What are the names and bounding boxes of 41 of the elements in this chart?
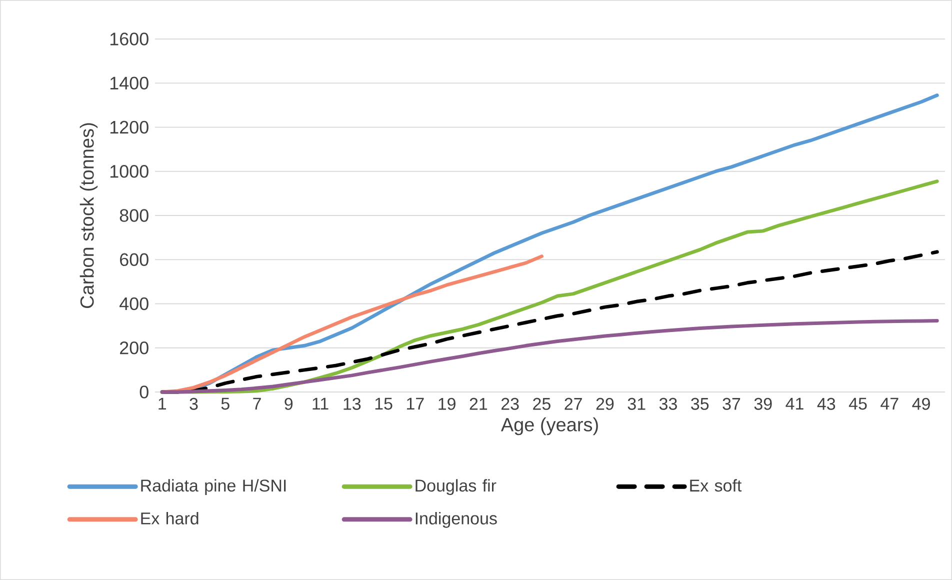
- x-tick-label: 33: [659, 398, 677, 410]
- x-tick-label: 9: [284, 398, 293, 410]
- legend-label: Ex hard: [141, 512, 198, 524]
- y-tick-label: 1200: [110, 120, 148, 134]
- x-tick-label: 21: [470, 398, 488, 410]
- x-tick-label: 31: [628, 398, 646, 410]
- legend-label: Radiata pine H/SNI: [141, 479, 286, 495]
- x-tick-label: 19: [438, 398, 456, 410]
- y-tick-label: 800: [120, 209, 148, 222]
- x-tick-label: 11: [312, 398, 328, 410]
- x-axis-title: Age (years): [500, 417, 598, 436]
- x-tick-label: 3: [190, 398, 198, 410]
- x-tick-label: 45: [848, 398, 867, 410]
- legend-label: Douglas fir: [416, 479, 496, 495]
- x-tick-label: 13: [344, 398, 361, 410]
- x-tick-label: 1: [158, 398, 166, 410]
- x-tick-label: 27: [564, 398, 582, 410]
- y-tick-label: 1000: [110, 165, 148, 178]
- x-tick-label: 43: [817, 398, 836, 410]
- x-tick-label: 25: [533, 398, 550, 410]
- x-tick-label: 41: [786, 398, 804, 410]
- legend-label: Ex soft: [690, 479, 742, 492]
- y-axis-title: Carbon stock (tonnes): [80, 123, 98, 308]
- y-tick-label: 400: [120, 297, 148, 310]
- y-tick-label: 0: [140, 386, 148, 398]
- x-tick-label: 29: [596, 398, 614, 410]
- x-tick-label: 15: [375, 398, 392, 410]
- y-tick-label: 1600: [110, 32, 148, 46]
- legend-label: Indigenous: [416, 512, 497, 528]
- x-tick-label: 47: [880, 398, 898, 410]
- y-tick-label: 200: [120, 342, 148, 354]
- x-tick-label: 35: [691, 398, 709, 410]
- y-tick-label: 1400: [110, 76, 148, 90]
- x-tick-label: 37: [722, 398, 740, 410]
- x-tick-label: 23: [501, 398, 519, 410]
- x-tick-label: 39: [754, 398, 772, 410]
- x-tick-label: 7: [253, 398, 261, 410]
- y-tick-label: 600: [120, 253, 148, 266]
- x-tick-label: 5: [221, 398, 230, 410]
- x-tick-label: 17: [407, 398, 424, 410]
- x-tick-label: 49: [912, 398, 930, 410]
